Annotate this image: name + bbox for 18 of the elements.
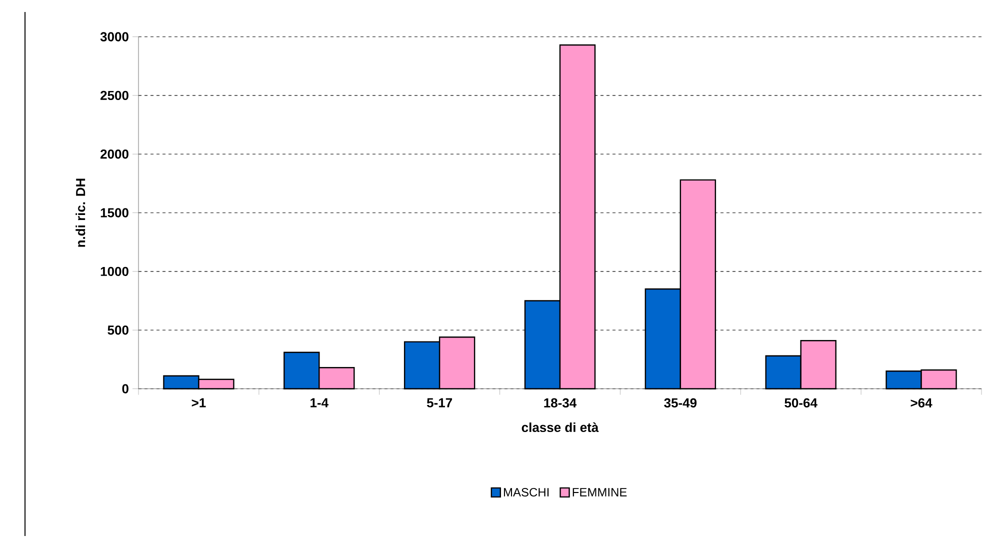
legend-label: FEMMINE bbox=[572, 488, 627, 496]
y-tick-label: 3000 bbox=[100, 32, 128, 42]
y-tick-label: 2000 bbox=[100, 149, 128, 159]
x-tick-label: 50-64 bbox=[784, 398, 818, 408]
x-tick-label: 35-49 bbox=[664, 398, 697, 408]
y-tick-label: 1000 bbox=[100, 266, 128, 276]
y-tick-label: 0 bbox=[122, 384, 128, 394]
y-tick-label: 1500 bbox=[100, 208, 128, 218]
y-tick-label: 500 bbox=[108, 325, 128, 335]
x-axis-title: classe di età bbox=[522, 422, 599, 432]
x-tick-label: 5-17 bbox=[426, 398, 452, 408]
y-tick-label: 2500 bbox=[100, 90, 128, 100]
x-tick-label: 18-34 bbox=[544, 398, 577, 408]
y-axis-title: n.di ric. DH bbox=[76, 178, 86, 247]
x-tick-label: 1-4 bbox=[310, 398, 328, 408]
x-tick-label: >64 bbox=[910, 398, 932, 408]
x-tick-label: >1 bbox=[192, 398, 206, 408]
legend-label: MASCHI bbox=[504, 488, 549, 496]
